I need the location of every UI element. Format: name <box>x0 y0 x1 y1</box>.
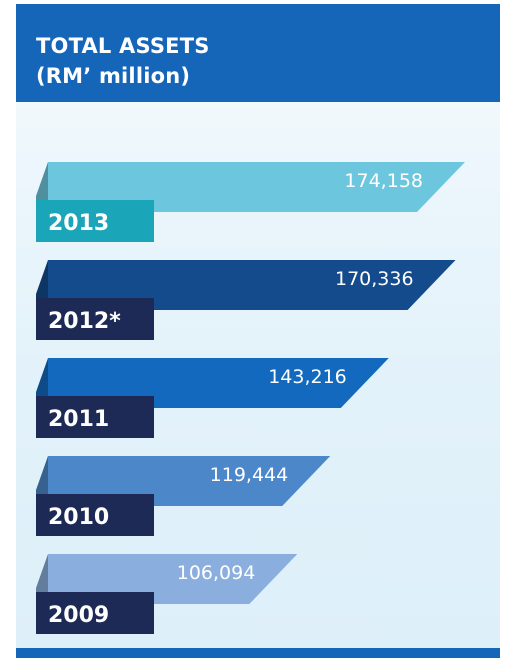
bar-2009 <box>48 554 298 604</box>
bar-2013 <box>48 162 465 212</box>
chart-unit-subtitle: (RM’ million) <box>36 64 191 88</box>
year-box-2009 <box>36 592 154 634</box>
year-label-2012: 2012* <box>48 309 121 334</box>
year-label-2011: 2011 <box>48 407 109 432</box>
value-label-2012: 170,336 <box>335 268 414 290</box>
bar-2010 <box>48 456 331 506</box>
chart-title: TOTAL ASSETS <box>36 34 210 58</box>
chart-panel: TOTAL ASSETS (RM’ million) 174,158 2013 17… <box>16 4 500 658</box>
chart-header: TOTAL ASSETS (RM’ million) <box>16 4 500 102</box>
bar-2011 <box>48 358 389 408</box>
value-label-2010: 119,444 <box>210 464 289 486</box>
year-label-2013: 2013 <box>48 211 109 236</box>
footer-bar <box>16 648 500 658</box>
year-box-2011 <box>36 396 154 438</box>
year-label-2010: 2010 <box>48 505 109 530</box>
year-box-2013 <box>36 200 154 242</box>
value-label-2013: 174,158 <box>344 170 423 192</box>
value-label-2009: 106,094 <box>177 562 256 584</box>
bar-2012 <box>48 260 456 310</box>
value-label-2011: 143,216 <box>268 366 347 388</box>
year-box-2012 <box>36 298 154 340</box>
year-label-2009: 2009 <box>48 603 109 628</box>
total-assets-bar-chart: 174,158 2013 170,336 2012* 143,216 2011 119,44… <box>36 162 465 634</box>
year-box-2010 <box>36 494 154 536</box>
